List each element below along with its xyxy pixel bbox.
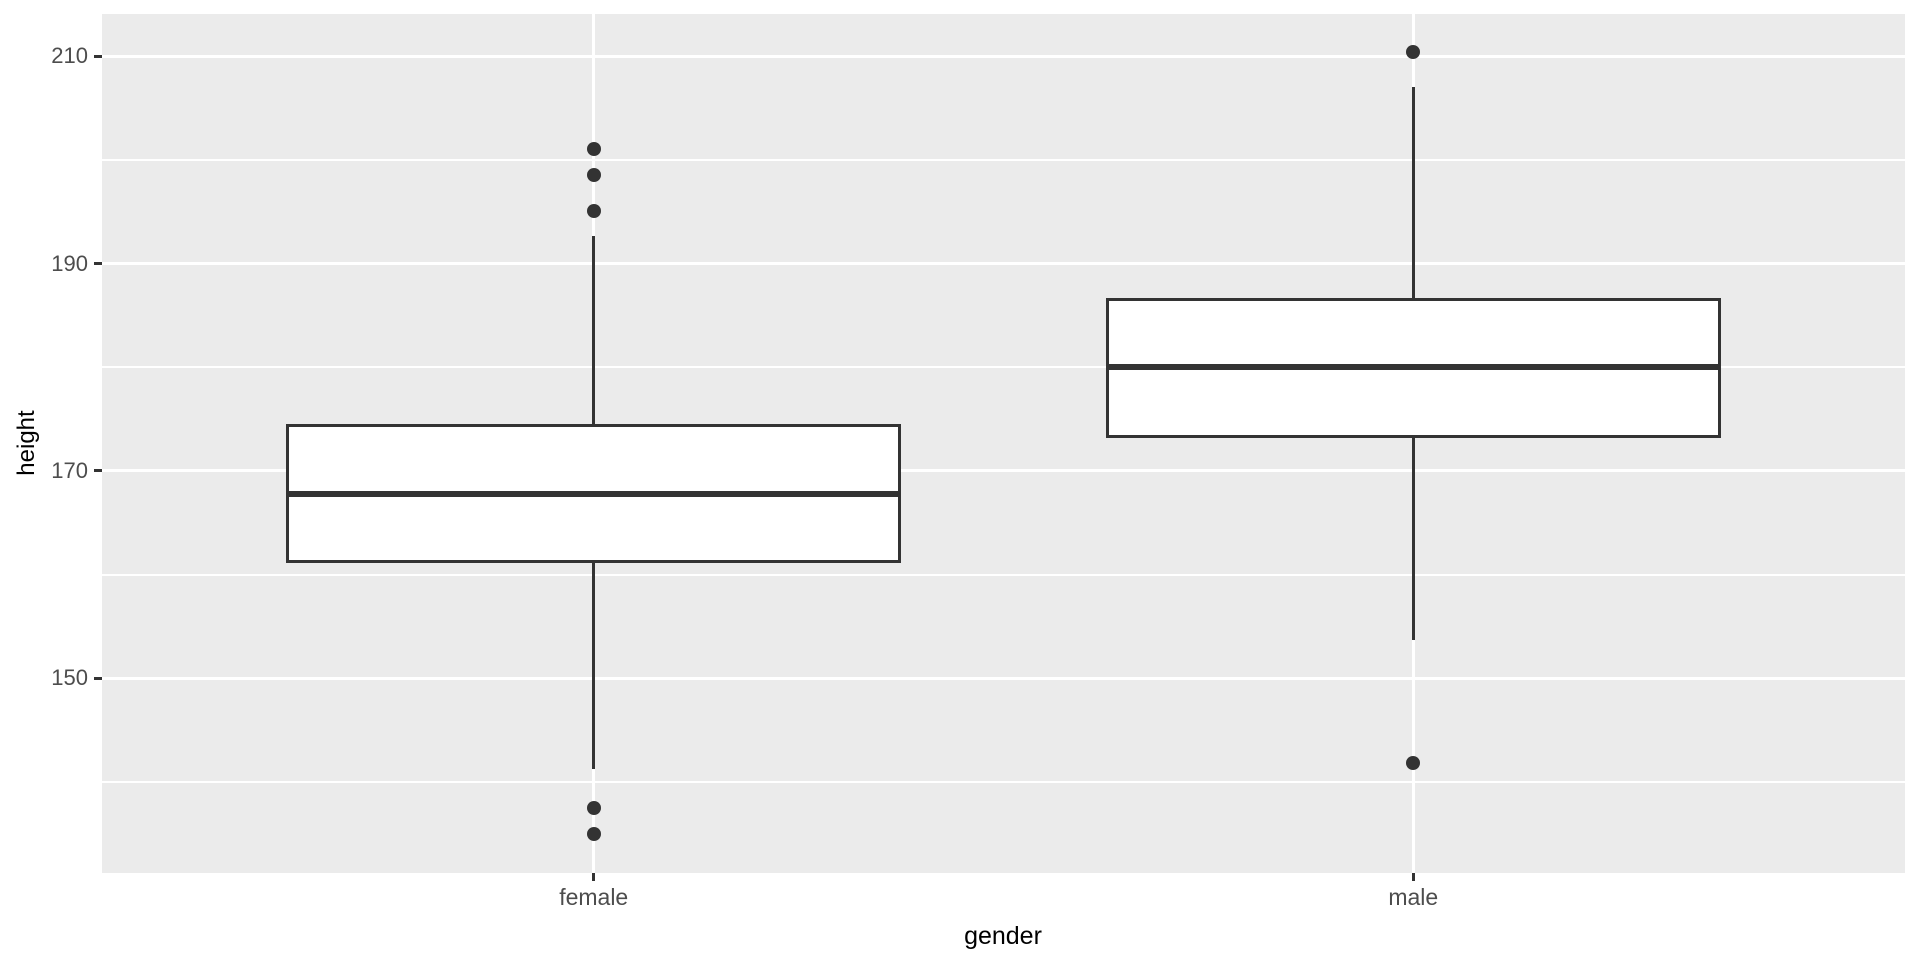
outlier-point [1406,45,1421,60]
y-axis-title-text: height [13,410,40,476]
plot-panel [102,14,1905,873]
gridline-minor [102,159,1905,162]
x-tick-mark [592,873,596,881]
median-line [286,490,902,497]
gridline-major [102,54,1905,58]
gridline-major [102,262,1905,266]
y-tick-mark [94,54,102,58]
x-tick-label: male [1388,884,1439,910]
y-tick-label: 150 [51,665,88,691]
upper-whisker [592,235,596,425]
y-tick-mark [94,469,102,473]
outlier-point [586,203,601,218]
outlier-point [586,141,601,156]
gridline-minor [102,573,1905,576]
gridline-major [102,676,1905,680]
median-line [1105,364,1721,371]
y-tick-label: 210 [51,43,88,69]
x-tick-mark [1411,873,1415,881]
gridline-minor [102,780,1905,783]
y-tick-mark [94,262,102,266]
lower-whisker [1411,437,1415,640]
x-tick-label: female [559,884,629,910]
upper-whisker [1411,86,1415,298]
outlier-point [586,826,601,841]
y-tick-label: 170 [51,457,88,483]
y-tick-mark [94,676,102,680]
x-axis-title: gender [964,922,1042,950]
outlier-point [1406,756,1421,771]
outlier-point [586,167,601,182]
y-tick-label: 190 [51,250,88,276]
lower-whisker [592,563,596,770]
gridline-minor [102,366,1905,369]
outlier-point [586,800,601,815]
gridline-major [102,469,1905,473]
